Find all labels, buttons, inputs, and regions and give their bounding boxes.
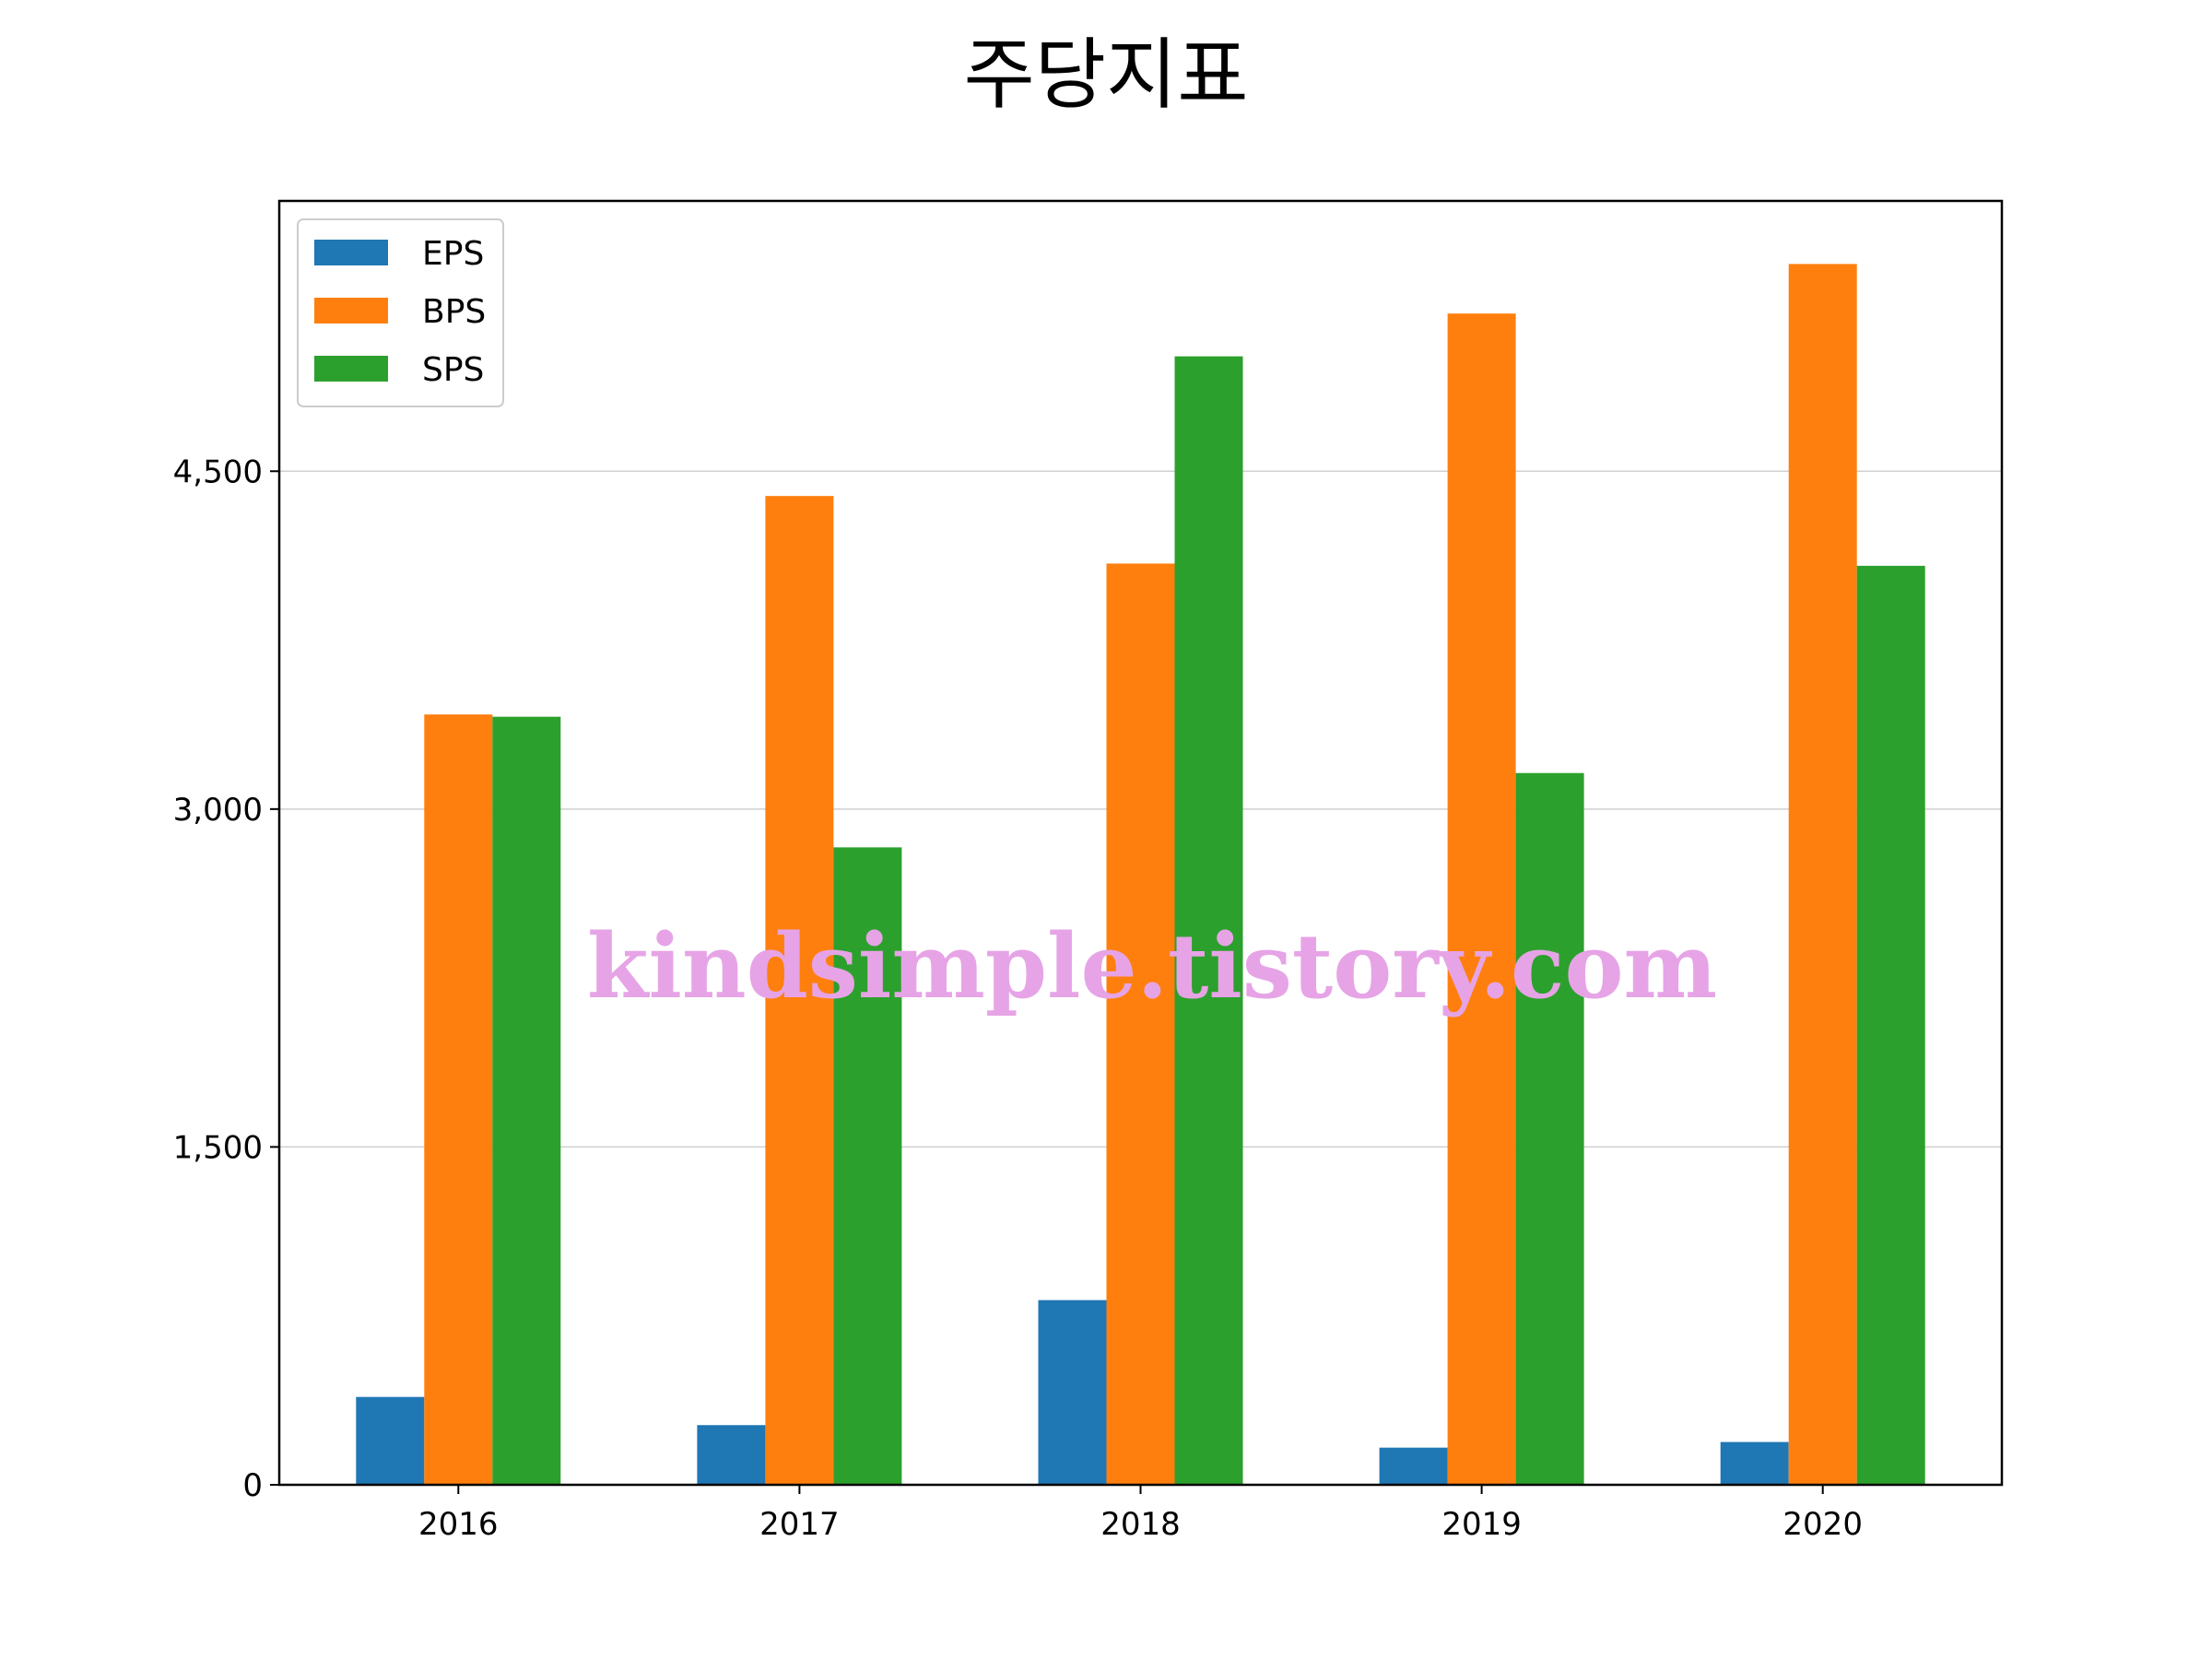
bar-eps-2019 <box>1379 1447 1448 1485</box>
watermark-layer: kindsimple.tistory.com <box>587 914 1717 1018</box>
x-tick-label-2020: 2020 <box>1783 1506 1863 1543</box>
x-tick-label-2019: 2019 <box>1441 1506 1522 1543</box>
bar-eps-2016 <box>356 1396 425 1485</box>
legend-swatch-eps <box>314 240 388 265</box>
legend-swatch-bps <box>314 298 388 324</box>
bar-sps-2016 <box>492 716 561 1485</box>
bar-sps-2019 <box>1515 772 1584 1485</box>
bar-bps-2017 <box>765 496 834 1485</box>
bar-bps-2016 <box>424 714 493 1485</box>
legend: EPS BPS SPS <box>297 218 504 407</box>
bar-sps-2018 <box>1174 356 1243 1485</box>
chart-title: 주당지표 <box>963 29 1249 120</box>
bar-eps-2017 <box>697 1425 766 1485</box>
legend-label-sps: SPS <box>422 351 484 389</box>
bar-eps-2018 <box>1038 1300 1107 1485</box>
axes: 2016 2017 2018 2019 2020 0 1,500 3,000 4,500 <box>173 453 1863 1543</box>
y-tick-label-1: 1,500 <box>173 1129 263 1166</box>
y-tick-label-2: 3,000 <box>173 792 263 829</box>
legend-label-bps: BPS <box>422 293 486 331</box>
bar-bps-2018 <box>1106 563 1175 1485</box>
bars <box>356 264 1925 1485</box>
watermark-text: kindsimple.tistory.com <box>587 914 1717 1018</box>
legend-swatch-sps <box>314 356 388 382</box>
bar-eps-2020 <box>1720 1441 1789 1485</box>
legend-label-eps: EPS <box>422 235 484 273</box>
x-tick-label-2017: 2017 <box>759 1506 840 1543</box>
y-tick-label-3: 4,500 <box>173 453 263 490</box>
bar-sps-2020 <box>1856 565 1925 1485</box>
y-tick-label-0: 0 <box>242 1467 263 1504</box>
bar-bps-2020 <box>1788 264 1857 1485</box>
x-tick-label-2016: 2016 <box>418 1506 499 1543</box>
bar-sps-2017 <box>833 847 902 1485</box>
x-tick-label-2018: 2018 <box>1100 1506 1181 1543</box>
bar-bps-2019 <box>1447 313 1516 1485</box>
